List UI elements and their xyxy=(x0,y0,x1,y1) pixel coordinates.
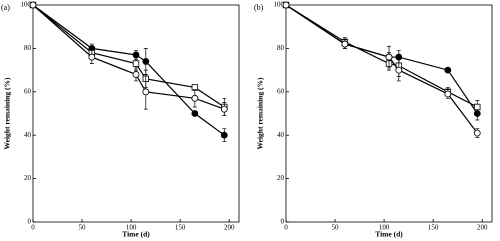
marker xyxy=(282,1,290,9)
marker xyxy=(474,103,481,111)
marker xyxy=(341,40,349,48)
series-line xyxy=(32,4,225,108)
y-tick-label: 0 xyxy=(281,218,285,226)
marker xyxy=(142,58,150,65)
series-line xyxy=(285,4,478,134)
x-axis-label: Time (d) xyxy=(375,230,403,239)
y-tick-label: 40 xyxy=(24,131,32,139)
panel-label: (b) xyxy=(254,3,264,12)
y-tick-label: 60 xyxy=(24,87,32,95)
marker xyxy=(132,60,140,67)
plot-frame xyxy=(285,4,493,223)
marker xyxy=(220,131,228,139)
x-tick-label: 100 xyxy=(126,224,137,232)
marker xyxy=(191,110,199,117)
x-tick-label: 50 xyxy=(332,224,340,232)
marker xyxy=(444,66,452,74)
marker xyxy=(473,129,481,137)
y-tick-label: 80 xyxy=(24,44,32,52)
y-tick-label: 0 xyxy=(28,218,32,226)
y-axis-label: Weight remaining (%) xyxy=(3,77,12,149)
y-tick-label: 40 xyxy=(277,131,285,139)
marker xyxy=(142,88,150,96)
marker xyxy=(395,66,403,74)
y-tick-label: 100 xyxy=(21,1,32,9)
series-line xyxy=(285,4,478,108)
x-tick-label: 200 xyxy=(224,224,235,232)
marker xyxy=(220,105,228,113)
marker xyxy=(444,90,452,98)
x-tick-label: 0 xyxy=(284,224,288,232)
y-axis-label: Weight remaining (%) xyxy=(256,77,265,149)
marker xyxy=(88,53,96,61)
x-tick-label: 50 xyxy=(79,224,87,232)
y-tick-label: 20 xyxy=(277,174,285,182)
panel-label: (a) xyxy=(1,3,10,12)
series-line xyxy=(32,4,225,110)
marker xyxy=(132,71,140,78)
x-tick-label: 150 xyxy=(428,224,439,232)
x-tick-label: 150 xyxy=(175,224,186,232)
marker xyxy=(191,94,199,102)
x-axis-label: Time (d) xyxy=(122,230,150,239)
x-tick-label: 100 xyxy=(379,224,390,232)
plot-frame xyxy=(32,4,240,223)
x-tick-label: 0 xyxy=(31,224,35,232)
x-tick-label: 200 xyxy=(477,224,488,232)
marker xyxy=(385,53,393,61)
y-tick-label: 60 xyxy=(277,87,285,95)
marker xyxy=(29,1,37,9)
series-line xyxy=(32,4,225,136)
y-tick-label: 20 xyxy=(24,174,32,182)
y-tick-label: 80 xyxy=(277,44,285,52)
y-tick-label: 100 xyxy=(274,1,285,9)
